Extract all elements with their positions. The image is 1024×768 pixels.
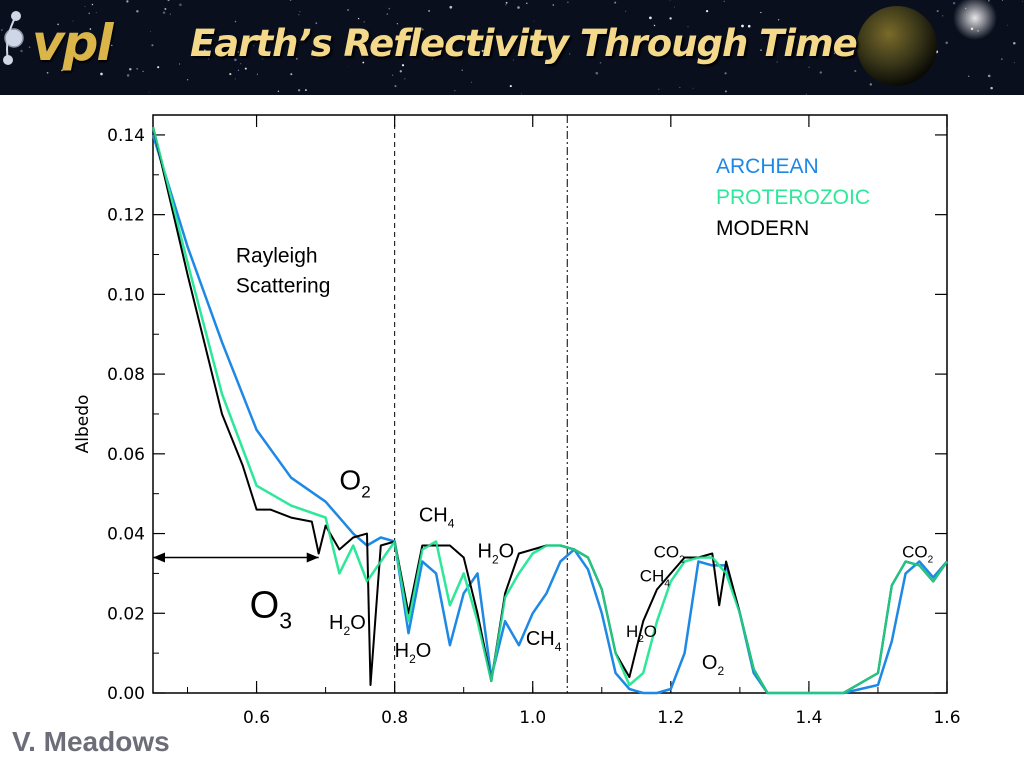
o3-arrow-head-right xyxy=(306,552,319,563)
annotation-rayleigh: Rayleigh xyxy=(236,244,318,267)
logo-orbit-icon xyxy=(3,11,24,65)
planet-icon xyxy=(857,6,937,86)
annotation-ch4-c: CH4 xyxy=(526,628,562,654)
o3-arrow-head-left xyxy=(153,552,165,563)
annotation-ch4-b: CH4 xyxy=(640,566,671,589)
y-tick-label: 0.02 xyxy=(107,604,145,624)
author-credit: V. Meadows xyxy=(12,726,170,757)
x-tick-label: 1.2 xyxy=(657,708,684,725)
annotation-o2-b: O2 xyxy=(702,652,725,678)
y-tick-label: 0.08 xyxy=(107,365,145,385)
page-title: Earth’s Reflectivity Through Time xyxy=(190,22,858,65)
legend-entry-proterozoic: PROTEROZOIC xyxy=(716,186,870,209)
plot-frame xyxy=(152,114,948,694)
series-line-proterozoic-overlay xyxy=(152,126,948,694)
starfield-background xyxy=(0,0,1024,95)
y-tick-label: 0.00 xyxy=(107,684,145,704)
annotation-h2o-c: H2O xyxy=(395,640,432,666)
annotation-co2-b: CO2 xyxy=(902,542,934,565)
annotation-h2o-a: H2O xyxy=(478,540,515,566)
annotation-h2o-b: H2O xyxy=(329,612,366,638)
y-axis-label: Albedo xyxy=(73,395,93,454)
legend-entry-archean: ARCHEAN xyxy=(716,155,819,178)
annotation-ch4-a: CH4 xyxy=(419,505,455,531)
y-tick-label: 0.04 xyxy=(107,525,145,545)
x-tick-label: 1.0 xyxy=(519,708,546,725)
y-tick-label: 0.10 xyxy=(107,285,145,305)
y-tick-label: 0.14 xyxy=(107,126,145,146)
x-tick-label: 1.4 xyxy=(795,708,822,725)
vpl-logo[interactable]: vpl xyxy=(32,14,114,72)
plot-area: 0.6 0.8 1.0 1.2 1.4 1.6 0.00 0.02 0.04 0.06 0.08 0.… xyxy=(73,114,961,725)
annotation-o2-a: O2 xyxy=(339,465,370,502)
annotation-o3: O3 xyxy=(250,584,292,633)
annotation-h2o-d: H2O xyxy=(626,622,657,645)
albedo-chart: 0.6 0.8 1.0 1.2 1.4 1.6 0.00 0.02 0.04 0.06 0.08 0.… xyxy=(73,114,961,725)
x-tick-label: 1.6 xyxy=(933,708,960,725)
x-tick-label: 0.6 xyxy=(243,708,270,725)
y-tick-label: 0.06 xyxy=(107,445,145,465)
legend-entry-modern: MODERN xyxy=(716,217,809,240)
x-tick-label: 0.8 xyxy=(381,708,408,725)
annotation-co2-a: CO2 xyxy=(654,542,686,565)
header-banner: vpl Earth’s Reflectivity Through Time xyxy=(0,0,1024,95)
y-tick-label: 0.12 xyxy=(107,206,145,226)
annotation-rayleigh: Scattering xyxy=(236,274,331,297)
